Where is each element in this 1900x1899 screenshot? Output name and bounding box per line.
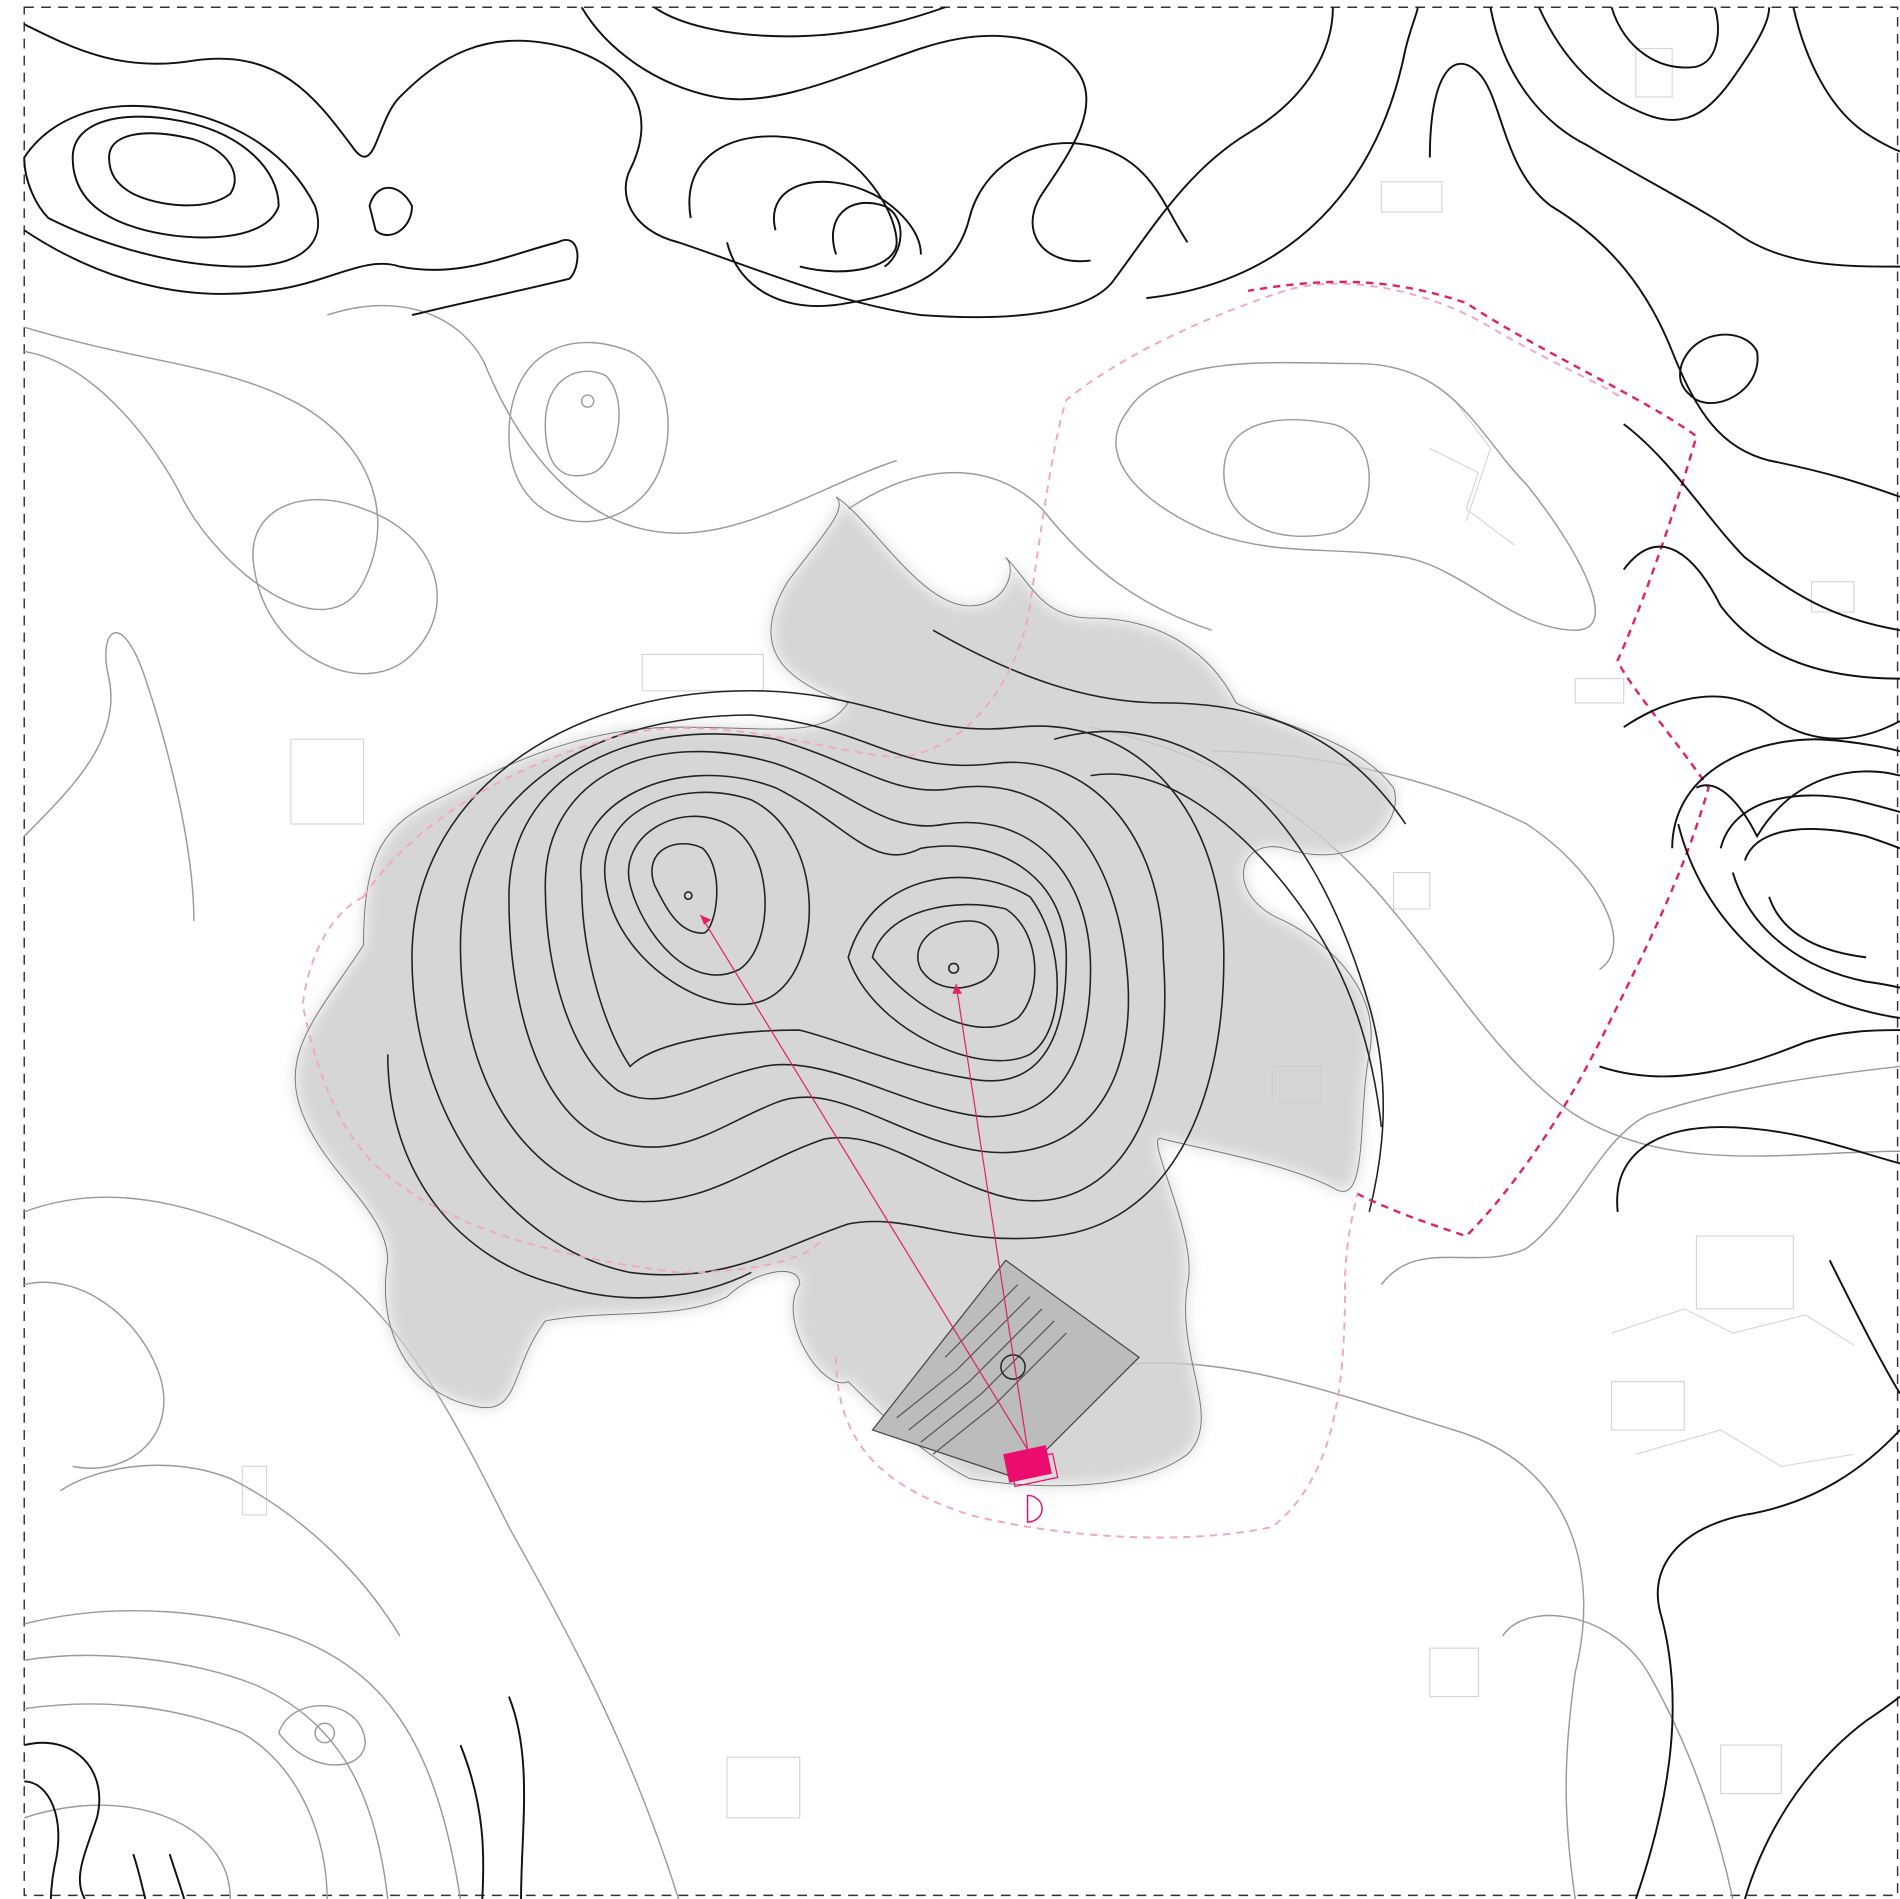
contour-lines-minor	[23, 304, 1900, 1899]
boundary	[301, 280, 1710, 1539]
site-contours	[386, 629, 1407, 1299]
building-footprints	[241, 47, 1855, 1819]
site-marker	[1003, 1445, 1059, 1523]
contour-lines-major	[23, 6, 1900, 1899]
frame	[23, 6, 1899, 1897]
view-lines	[699, 914, 1029, 1450]
site-area-edge	[294, 496, 1396, 1487]
building	[871, 1259, 1140, 1480]
contour-lines-bottom	[24, 1696, 526, 1899]
site-area	[295, 496, 1396, 1486]
